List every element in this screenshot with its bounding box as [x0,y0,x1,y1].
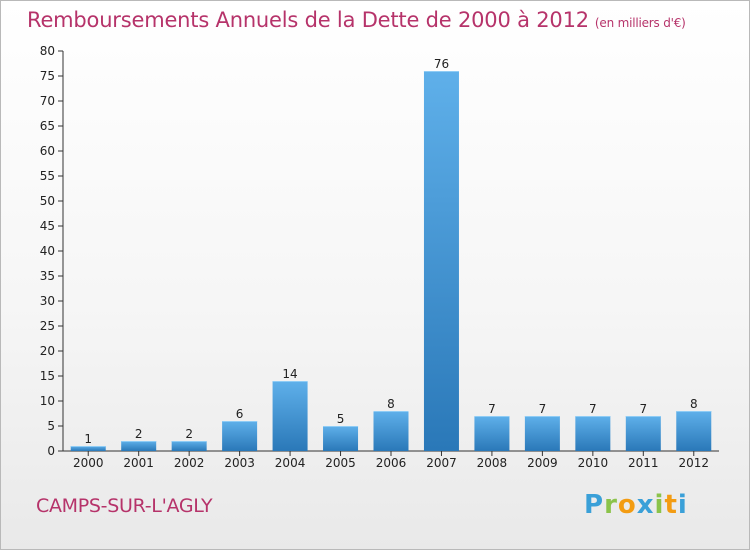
y-tick-label: 55 [40,169,55,183]
y-tick-label: 30 [40,294,55,308]
y-tick-label: 15 [40,369,55,383]
y-tick-label: 40 [40,244,55,258]
logo-letter: P [584,490,605,520]
y-tick-label: 0 [47,444,55,458]
bar-value-label: 7 [488,402,496,416]
logo-letter: i [654,490,665,520]
bar [171,441,207,451]
logo-letter: r [604,490,618,520]
x-tick-label: 2000 [73,456,104,470]
y-tick-label: 80 [40,44,55,58]
bar-value-label: 1 [84,432,92,446]
y-tick-label: 35 [40,269,55,283]
bar [121,441,157,451]
bar [575,416,611,451]
chart-title-text: Remboursements Annuels de la Dette de 20… [27,8,589,32]
bar-value-label: 14 [282,367,297,381]
bar [625,416,661,451]
bar-value-label: 2 [185,427,193,441]
bar [323,426,359,451]
x-tick-label: 2004 [275,456,306,470]
x-tick-label: 2002 [174,456,205,470]
y-tick-label: 75 [40,69,55,83]
y-tick-label: 60 [40,144,55,158]
x-tick-label: 2008 [477,456,508,470]
x-tick-label: 2007 [426,456,457,470]
bar-value-label: 76 [434,57,449,71]
y-tick-label: 45 [40,219,55,233]
y-tick-label: 10 [40,394,55,408]
bar-value-label: 5 [337,412,345,426]
x-tick-label: 2010 [578,456,609,470]
x-tick-label: 2012 [678,456,709,470]
logo-letter: t [664,490,678,520]
chart-title: Remboursements Annuels de la Dette de 20… [27,8,686,32]
bar [676,411,712,451]
bar [373,411,409,451]
bar [423,71,459,451]
logo-letter: i [677,490,688,520]
x-tick-label: 2006 [376,456,407,470]
bar-value-label: 6 [236,407,244,421]
bar [524,416,560,451]
bar [222,421,258,451]
y-tick-label: 5 [47,419,55,433]
bar [474,416,510,451]
bar-value-label: 7 [639,402,647,416]
chart-unit: (en milliers d'€) [594,16,686,30]
bar [70,446,106,451]
bar-value-label: 7 [589,402,597,416]
y-tick-label: 50 [40,194,55,208]
bar-value-label: 8 [387,397,395,411]
y-tick-label: 70 [40,94,55,108]
x-tick-label: 2011 [628,456,659,470]
y-tick-label: 25 [40,319,55,333]
x-tick-label: 2005 [325,456,356,470]
town-name: CAMPS-SUR-L'AGLY [36,495,213,517]
bar [272,381,308,451]
x-tick-label: 2001 [123,456,154,470]
x-tick-label: 2009 [527,456,558,470]
logo-letter: x [636,490,655,520]
proxiti-logo: Proxiti [584,490,688,520]
bars: 1 2 2 6 14 5 8 76 7 7 7 7 8 [70,57,712,451]
bar-value-label: 2 [135,427,143,441]
bar-value-label: 8 [690,397,698,411]
bar-value-label: 7 [539,402,547,416]
logo-letter: o [617,490,637,520]
x-tick-label: 2003 [224,456,255,470]
y-tick-label: 65 [40,119,55,133]
y-tick-label: 20 [40,344,55,358]
